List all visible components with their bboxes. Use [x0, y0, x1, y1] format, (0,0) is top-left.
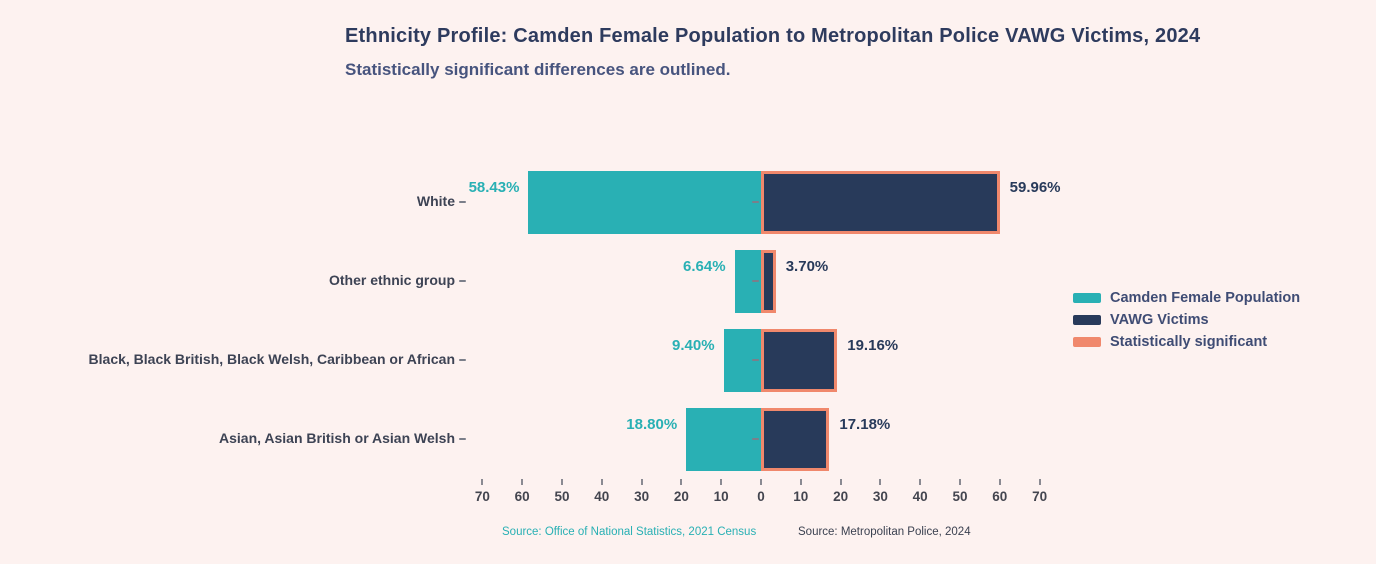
- legend-swatch-significant: [1073, 336, 1101, 347]
- x-axis-tick-label: 70: [1032, 489, 1048, 504]
- legend-label-significant: Statistically significant: [1110, 333, 1268, 350]
- bar-camden-female-population: [686, 407, 761, 471]
- value-label-camden: 9.40%: [672, 337, 715, 354]
- x-axis-tick-mark: [680, 479, 683, 485]
- x-axis-tick-label: 40: [912, 489, 928, 504]
- x-axis-tick-label: 40: [594, 489, 610, 504]
- x-axis-tick-mark: [998, 479, 1001, 485]
- value-label-camden: 18.80%: [626, 416, 678, 433]
- legend: Camden Female Population VAWG Victims St…: [1073, 287, 1300, 352]
- bar-vawg-victims: [761, 249, 776, 313]
- value-label-camden: 6.64%: [683, 258, 726, 275]
- center-axis-tick: [752, 280, 759, 282]
- center-axis-tick: [752, 438, 759, 440]
- x-axis-tick-mark: [561, 479, 563, 485]
- x-axis-tick-mark: [919, 479, 922, 485]
- value-label-vawg: 19.16%: [847, 337, 899, 354]
- bar-vawg-victims: [761, 170, 1000, 234]
- legend-label-vawg: VAWG Victims: [1110, 311, 1209, 328]
- category-tick: [459, 359, 466, 361]
- x-axis-tick-mark: [521, 479, 524, 485]
- legend-swatch-vawg: [1073, 314, 1101, 325]
- x-axis-tick-label: 50: [554, 489, 570, 504]
- x-axis-tick-label: 30: [634, 489, 650, 504]
- x-axis-tick-mark: [839, 479, 842, 485]
- category-label: White: [416, 193, 455, 209]
- x-axis-tick-mark: [799, 479, 802, 485]
- x-axis-tick-label: 50: [952, 489, 968, 504]
- x-axis-tick-mark: [640, 479, 643, 485]
- bar-vawg-victims: [761, 328, 838, 392]
- x-axis-tick-mark: [481, 479, 484, 485]
- x-axis-tick-label: 30: [872, 489, 888, 504]
- category-tick: [459, 201, 466, 203]
- x-axis-tick-mark: [1038, 479, 1041, 485]
- x-axis-tick-mark: [720, 479, 723, 485]
- legend-label-camden: Camden Female Population: [1110, 289, 1301, 306]
- bar-vawg-victims: [761, 407, 830, 471]
- center-axis-tick: [752, 201, 759, 203]
- x-axis-tick-mark: [760, 479, 762, 485]
- value-label-vawg: 17.18%: [839, 416, 891, 433]
- x-axis-tick-label: 10: [713, 489, 729, 504]
- legend-item-camden: Camden Female Population: [1073, 287, 1300, 308]
- x-axis-tick-mark: [600, 479, 603, 485]
- x-axis-tick-label: 20: [833, 489, 849, 504]
- x-axis-tick-label: 60: [514, 489, 530, 504]
- x-axis-tick-mark: [879, 479, 882, 485]
- value-label-camden: 58.43%: [468, 179, 520, 196]
- category-tick: [459, 280, 466, 282]
- chart-title: Ethnicity Profile: Camden Female Populat…: [345, 25, 1201, 47]
- source-met-police: Source: Metropolitan Police, 2024: [798, 526, 971, 538]
- x-axis-tick-label: 10: [793, 489, 809, 504]
- bar-camden-female-population: [528, 170, 761, 234]
- category-label: Asian, Asian British or Asian Welsh: [219, 430, 455, 446]
- chart-subtitle: Statistically significant differences ar…: [345, 60, 731, 79]
- legend-item-significant: Statistically significant: [1073, 331, 1300, 352]
- category-tick: [459, 438, 466, 440]
- value-label-vawg: 3.70%: [785, 258, 829, 275]
- center-axis-tick: [752, 359, 759, 361]
- legend-item-vawg: VAWG Victims: [1073, 309, 1300, 330]
- category-label: Other ethnic group: [329, 272, 455, 288]
- legend-swatch-camden: [1073, 292, 1101, 303]
- x-axis-tick-label: 0: [757, 489, 765, 504]
- source-ons: Source: Office of National Statistics, 2…: [502, 526, 757, 538]
- x-axis-tick-mark: [959, 479, 961, 485]
- category-label: Black, Black British, Black Welsh, Carib…: [88, 351, 455, 367]
- value-label-vawg: 59.96%: [1009, 179, 1061, 196]
- x-axis-tick-label: 20: [673, 489, 689, 504]
- x-axis-tick-label: 60: [992, 489, 1008, 504]
- x-axis-tick-label: 70: [474, 489, 490, 504]
